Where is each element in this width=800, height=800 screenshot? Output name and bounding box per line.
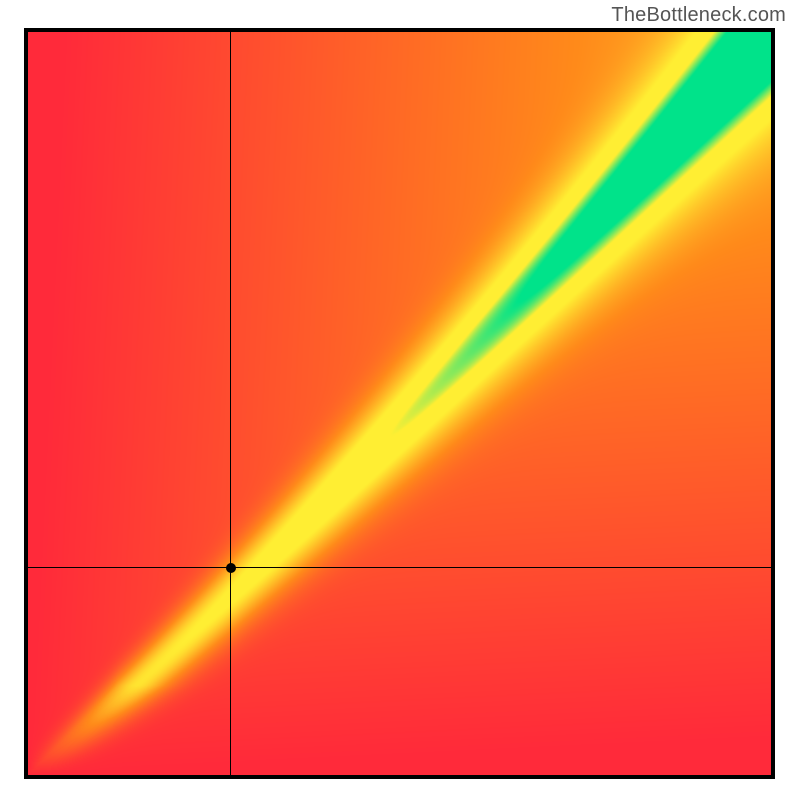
crosshair-marker-dot (226, 563, 236, 573)
watermark-text: TheBottleneck.com (611, 4, 786, 27)
crosshair-horizontal (28, 567, 771, 568)
plot-border (24, 28, 775, 779)
crosshair-vertical (230, 32, 231, 775)
stage: TheBottleneck.com (0, 0, 800, 800)
